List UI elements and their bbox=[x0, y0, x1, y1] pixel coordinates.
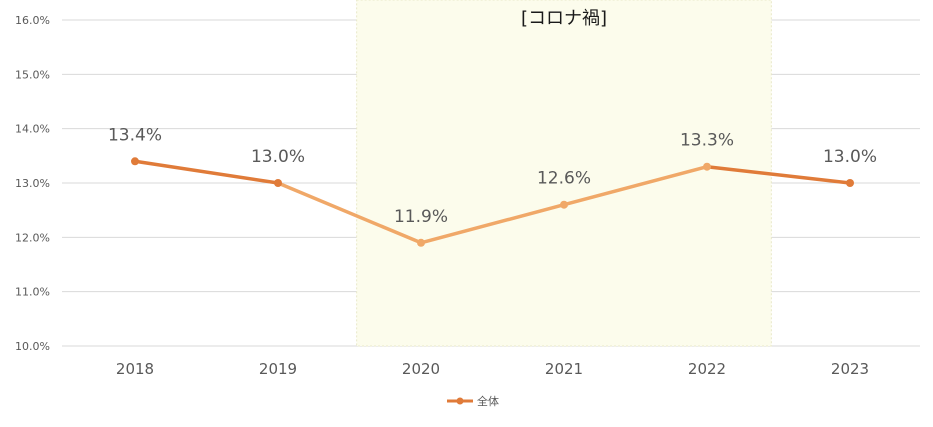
y-tick-label: 11.0% bbox=[15, 286, 50, 299]
data-label: 13.0% bbox=[251, 147, 305, 167]
series-line-segment bbox=[133, 159, 280, 185]
y-tick-label: 13.0% bbox=[15, 177, 50, 190]
x-axis-ticks: 2018 2019 2020 2021 2022 2023 bbox=[116, 360, 869, 378]
data-point bbox=[131, 157, 139, 166]
series-line-segment bbox=[705, 164, 852, 185]
x-tick-label: 2022 bbox=[688, 360, 726, 378]
x-tick-label: 2019 bbox=[259, 360, 297, 378]
covid-period-label: [コロナ禍] bbox=[521, 8, 607, 29]
y-tick-label: 15.0% bbox=[15, 68, 50, 81]
covid-period-band bbox=[356, 0, 772, 347]
legend-swatch-marker bbox=[456, 397, 464, 405]
data-label: 13.4% bbox=[108, 125, 162, 145]
data-label: 11.9% bbox=[394, 207, 448, 227]
data-label: 13.0% bbox=[823, 147, 877, 167]
series-lines bbox=[133, 159, 852, 245]
data-label: 12.6% bbox=[537, 169, 591, 189]
series-line-segment bbox=[419, 202, 566, 245]
data-point bbox=[274, 179, 282, 187]
data-labels: 13.4% 13.0% 11.9% 12.6% 13.3% 13.0% bbox=[108, 125, 877, 227]
y-tick-label: 16.0% bbox=[15, 14, 50, 27]
x-tick-label: 2023 bbox=[831, 360, 869, 378]
series-points bbox=[131, 157, 854, 247]
data-point bbox=[560, 200, 568, 209]
y-axis-ticks: 10.0% 11.0% 12.0% 13.0% 14.0% 15.0% 16.0% bbox=[15, 14, 50, 353]
y-tick-label: 10.0% bbox=[15, 340, 50, 353]
data-point bbox=[846, 179, 854, 187]
series-line-segment bbox=[562, 164, 709, 207]
data-label: 13.3% bbox=[680, 131, 734, 151]
x-tick-label: 2018 bbox=[116, 360, 154, 378]
x-tick-label: 2020 bbox=[402, 360, 440, 378]
y-tick-label: 14.0% bbox=[15, 123, 50, 136]
data-point bbox=[417, 238, 425, 247]
x-tick-label: 2021 bbox=[545, 360, 583, 378]
legend-label: 全体 bbox=[477, 394, 499, 408]
legend: 全体 bbox=[447, 394, 499, 408]
y-tick-label: 12.0% bbox=[15, 231, 50, 244]
series-line-segment bbox=[276, 181, 423, 245]
data-point bbox=[703, 162, 711, 171]
highlight-region: [コロナ禍] bbox=[356, 0, 772, 347]
